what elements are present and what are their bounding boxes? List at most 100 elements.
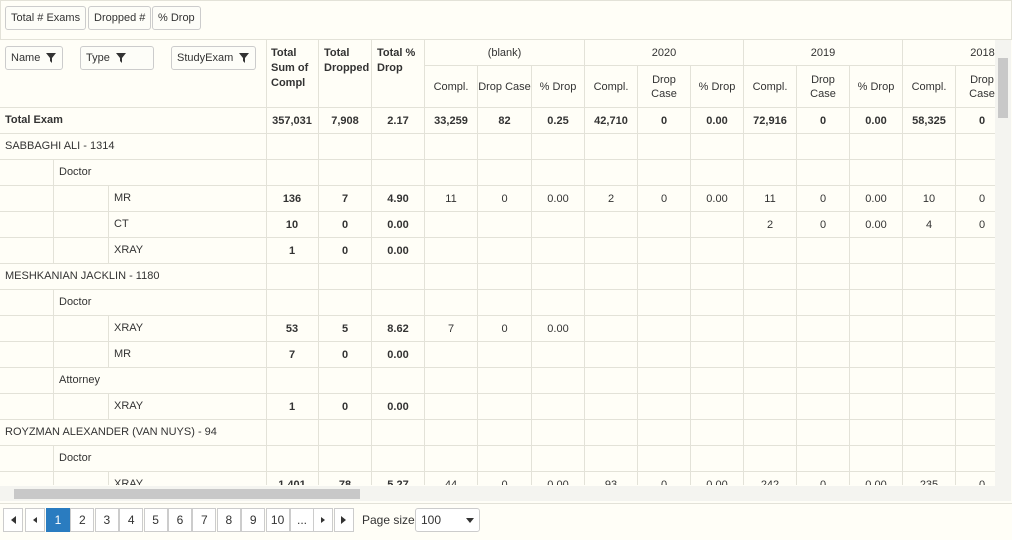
cell-value: 0.00 xyxy=(387,348,409,361)
grid-cell xyxy=(903,342,956,367)
pager-nav[interactable] xyxy=(313,508,333,532)
grid-cell xyxy=(532,368,585,393)
scroll-thumb[interactable] xyxy=(14,489,360,499)
grid-cell: 0 xyxy=(797,186,850,211)
cell-value: 0.00 xyxy=(387,400,409,413)
page-button[interactable]: 1 xyxy=(46,508,70,532)
grid-cell: 357,031 xyxy=(266,108,319,133)
sub-header: Compl. xyxy=(585,66,638,107)
filter-button[interactable]: Type xyxy=(80,46,154,70)
grid-cell xyxy=(372,160,425,185)
grid-row: Attorney xyxy=(0,368,995,394)
grid-cell xyxy=(691,160,744,185)
cell-value: 10 xyxy=(922,192,936,205)
page-button[interactable]: 3 xyxy=(94,508,119,532)
grid-cell xyxy=(691,212,744,237)
grid-cell xyxy=(425,264,478,289)
pager-nav[interactable] xyxy=(334,508,354,532)
cell-value: 8.62 xyxy=(387,322,409,335)
grid-cell xyxy=(903,394,956,419)
cell-value: 0 xyxy=(660,192,668,205)
grid-row: SABBAGHI ALI - 1314 xyxy=(0,134,995,160)
grid-cell: 4.90 xyxy=(372,186,425,211)
divider xyxy=(53,394,54,420)
page-button[interactable]: 6 xyxy=(168,508,192,532)
divider xyxy=(53,290,54,316)
divider xyxy=(108,238,109,264)
cell-value: 72,916 xyxy=(753,114,787,127)
grid-cell xyxy=(585,290,638,315)
page-button[interactable]: 2 xyxy=(70,508,95,532)
toolbar-button[interactable]: Dropped # xyxy=(88,6,152,30)
grid-cell xyxy=(691,368,744,393)
row-label: XRAY xyxy=(114,478,144,485)
grid-cell xyxy=(744,238,797,263)
total-header: Total Sum of Compl xyxy=(266,40,319,107)
grid-cell: 7 xyxy=(425,316,478,341)
page-button[interactable]: 10 xyxy=(265,508,290,532)
year-header: 2019 xyxy=(744,40,903,66)
grid-cell xyxy=(903,446,956,471)
sub-header: Compl. xyxy=(903,66,956,107)
grid-cell: 7 xyxy=(266,342,319,367)
cell-value: 0.00 xyxy=(547,192,569,205)
scroll-thumb[interactable] xyxy=(998,58,1008,118)
grid-cell: 44 xyxy=(425,472,478,485)
filter-button[interactable]: Name xyxy=(5,46,63,70)
grid-cell xyxy=(691,316,744,341)
horizontal-scrollbar[interactable] xyxy=(0,486,1011,501)
toolbar-button[interactable]: % Drop xyxy=(152,6,201,30)
grid-cell: 5 xyxy=(319,316,372,341)
divider xyxy=(53,316,54,342)
page-button[interactable]: 9 xyxy=(241,508,266,532)
grid-cell: 78 xyxy=(319,472,372,485)
cell-value: 93 xyxy=(604,478,618,486)
year-header: 2018 xyxy=(903,40,995,66)
cell-value: 0.00 xyxy=(706,192,728,205)
grid-cell xyxy=(956,134,995,159)
pager-nav[interactable] xyxy=(25,508,45,532)
page-size-select[interactable]: 100 xyxy=(415,508,480,532)
grid-cell xyxy=(903,316,956,341)
grid-cell xyxy=(797,368,850,393)
page-button[interactable]: 4 xyxy=(119,508,144,532)
page-button[interactable]: ... xyxy=(290,508,314,532)
divider xyxy=(53,186,54,212)
divider xyxy=(53,160,54,186)
grid-cell xyxy=(532,290,585,315)
pager-nav[interactable] xyxy=(3,508,23,532)
page-button[interactable]: 8 xyxy=(216,508,241,532)
grid-cell: 72,916 xyxy=(744,108,797,133)
cell-value: 0.00 xyxy=(387,244,409,257)
divider xyxy=(266,342,267,368)
grid-row: XRAY 1 0 0.00 xyxy=(0,238,995,264)
divider xyxy=(53,238,54,264)
filter-button[interactable]: StudyExam xyxy=(171,46,256,70)
sub-header: Drop Case xyxy=(956,66,995,107)
grid-cell: 0.00 xyxy=(850,212,903,237)
grid-cell xyxy=(638,368,691,393)
grid-cell xyxy=(956,446,995,471)
grid-cell xyxy=(585,420,638,445)
cell-value: 7,908 xyxy=(331,114,359,127)
grid-cell xyxy=(850,160,903,185)
grid-row: Doctor xyxy=(0,160,995,186)
toolbar-button[interactable]: Total # Exams xyxy=(5,6,87,30)
grid-row: MESHKANIAN JACKLIN - 1180 xyxy=(0,264,995,290)
grid-cell xyxy=(266,264,319,289)
grid-cell: 0.00 xyxy=(532,186,585,211)
cell-value: 7 xyxy=(447,322,455,335)
grid-cell: 0 xyxy=(319,238,372,263)
grid-cell xyxy=(797,264,850,289)
filter-icon xyxy=(239,53,250,63)
page-button[interactable]: 7 xyxy=(192,508,217,532)
grid-cell: 0.00 xyxy=(372,342,425,367)
row-label: SABBAGHI ALI - 1314 xyxy=(5,140,115,152)
grid-cell xyxy=(319,368,372,393)
vertical-scrollbar[interactable] xyxy=(995,40,1011,486)
page-button[interactable]: 5 xyxy=(143,508,168,532)
nav-icon xyxy=(33,517,37,523)
filter-label: Name xyxy=(11,52,41,64)
cell-value: 42,710 xyxy=(594,114,628,127)
grid-cell xyxy=(638,290,691,315)
